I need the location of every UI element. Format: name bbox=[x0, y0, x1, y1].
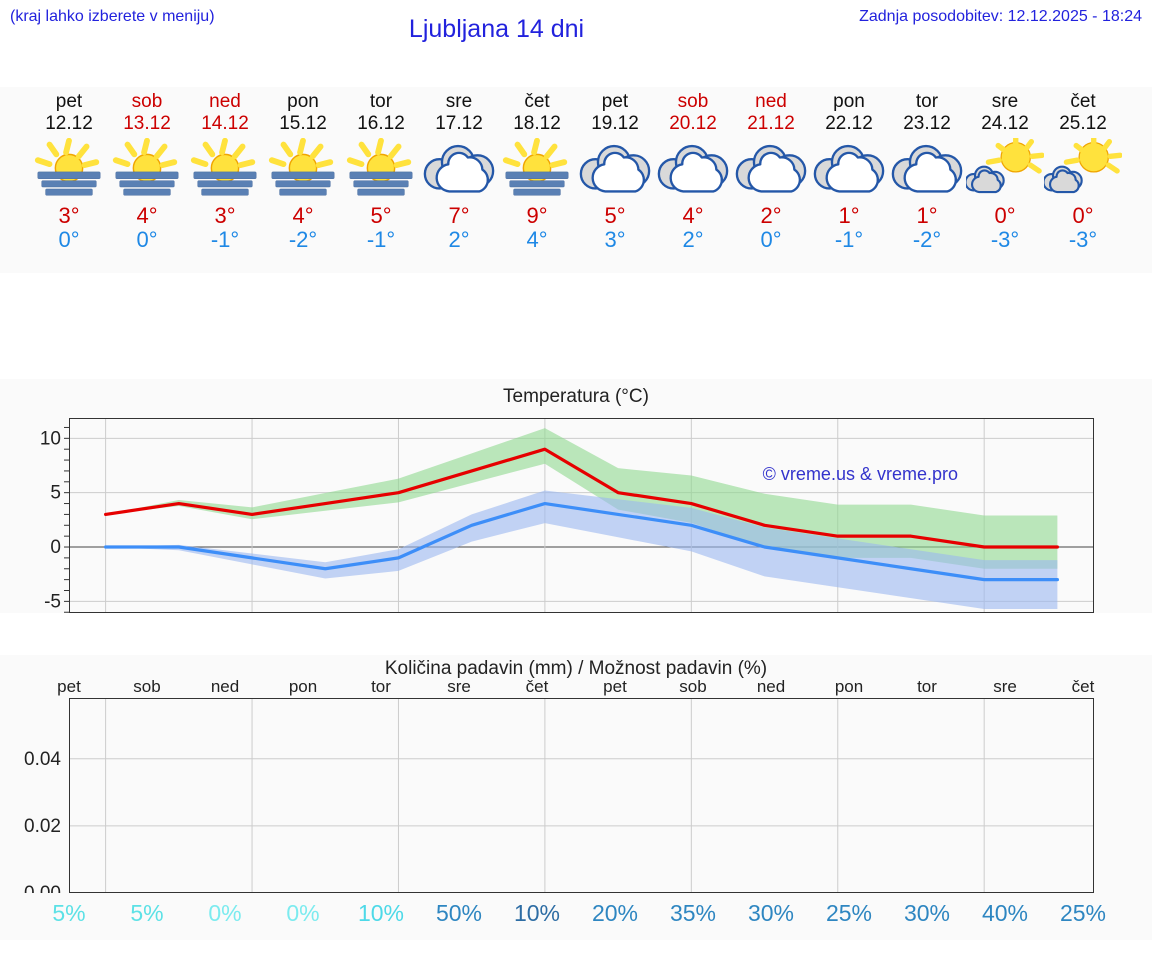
svg-text:0: 0 bbox=[50, 537, 61, 558]
svg-text:0.04: 0.04 bbox=[24, 749, 61, 770]
svg-text:0.00: 0.00 bbox=[24, 883, 61, 893]
svg-text:5: 5 bbox=[50, 483, 61, 504]
svg-text:-5: -5 bbox=[44, 591, 61, 612]
svg-text:10: 10 bbox=[40, 428, 61, 449]
svg-text:© vreme.us & vreme.pro: © vreme.us & vreme.pro bbox=[763, 464, 958, 484]
svg-text:0.02: 0.02 bbox=[24, 816, 61, 837]
